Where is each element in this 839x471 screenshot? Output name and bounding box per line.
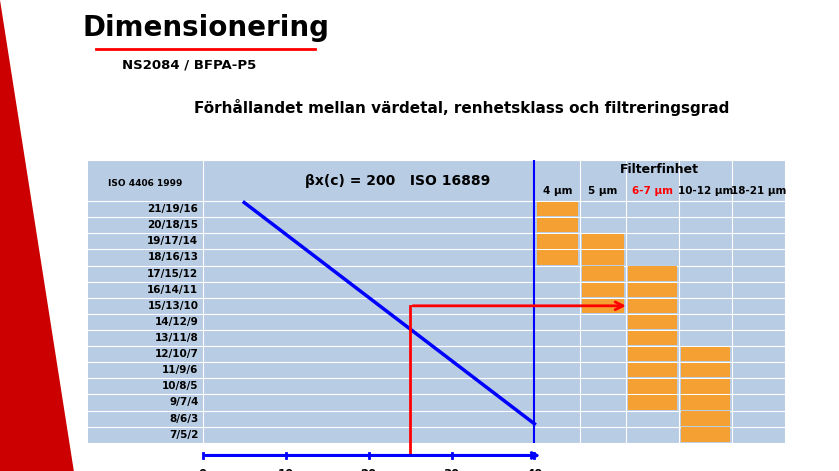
Text: 4 µm: 4 µm [543,186,572,196]
Bar [681,428,730,442]
Text: NS2084 / BFPA-P5: NS2084 / BFPA-P5 [122,59,256,72]
Text: 21/19/16: 21/19/16 [148,204,198,214]
Text: Förhållandet mellan värdetal, renhetsklass och filtreringsgrad: Förhållandet mellan värdetal, renhetskla… [194,99,729,116]
Bar [537,250,578,265]
Text: 20: 20 [361,468,377,471]
Bar [582,234,623,249]
Text: 20/18/15: 20/18/15 [148,220,198,230]
Text: 40: 40 [526,468,543,471]
Text: 15/13/10: 15/13/10 [148,301,198,311]
Bar [681,363,730,377]
Bar [582,299,623,313]
Text: Filterfinhet: Filterfinhet [620,162,699,176]
Text: 5 µm: 5 µm [588,186,618,196]
Bar [628,267,677,281]
Text: 10: 10 [278,468,294,471]
Bar [537,218,578,233]
Text: βx(c) = 200   ISO 16889: βx(c) = 200 ISO 16889 [305,174,490,187]
Text: 19/17/14: 19/17/14 [148,236,198,246]
Bar [681,379,730,394]
Text: 18/16/13: 18/16/13 [148,252,198,262]
Bar [537,234,578,249]
Bar [681,347,730,361]
Bar [628,347,677,361]
Bar [582,283,623,297]
Bar [628,299,677,313]
Bar [681,395,730,410]
Text: 30: 30 [443,468,460,471]
Text: Dimensionering: Dimensionering [82,14,329,42]
Bar [628,315,677,329]
Bar [628,395,677,410]
Text: 0: 0 [199,468,207,471]
Bar [582,267,623,281]
Bar [628,363,677,377]
Text: 12/10/7: 12/10/7 [154,349,198,359]
Text: 10/8/5: 10/8/5 [162,382,198,391]
Text: 10-12 µm: 10-12 µm [678,186,733,196]
Text: 8/6/3: 8/6/3 [169,414,198,423]
Text: ISO 4406 1999: ISO 4406 1999 [108,179,183,188]
Bar [628,379,677,394]
Text: 6-7 µm: 6-7 µm [632,186,673,196]
Bar [582,250,623,265]
Bar [628,331,677,345]
Text: 18-21 µm: 18-21 µm [731,186,786,196]
Text: 7/5/2: 7/5/2 [169,430,198,440]
Bar [681,411,730,426]
Text: 14/12/9: 14/12/9 [154,317,198,327]
Text: 11/9/6: 11/9/6 [162,365,198,375]
Bar [537,202,578,216]
Text: 9/7/4: 9/7/4 [169,398,198,407]
Text: 16/14/11: 16/14/11 [148,284,198,295]
Bar [628,283,677,297]
Text: 13/11/8: 13/11/8 [154,333,198,343]
Text: 17/15/12: 17/15/12 [148,268,198,279]
